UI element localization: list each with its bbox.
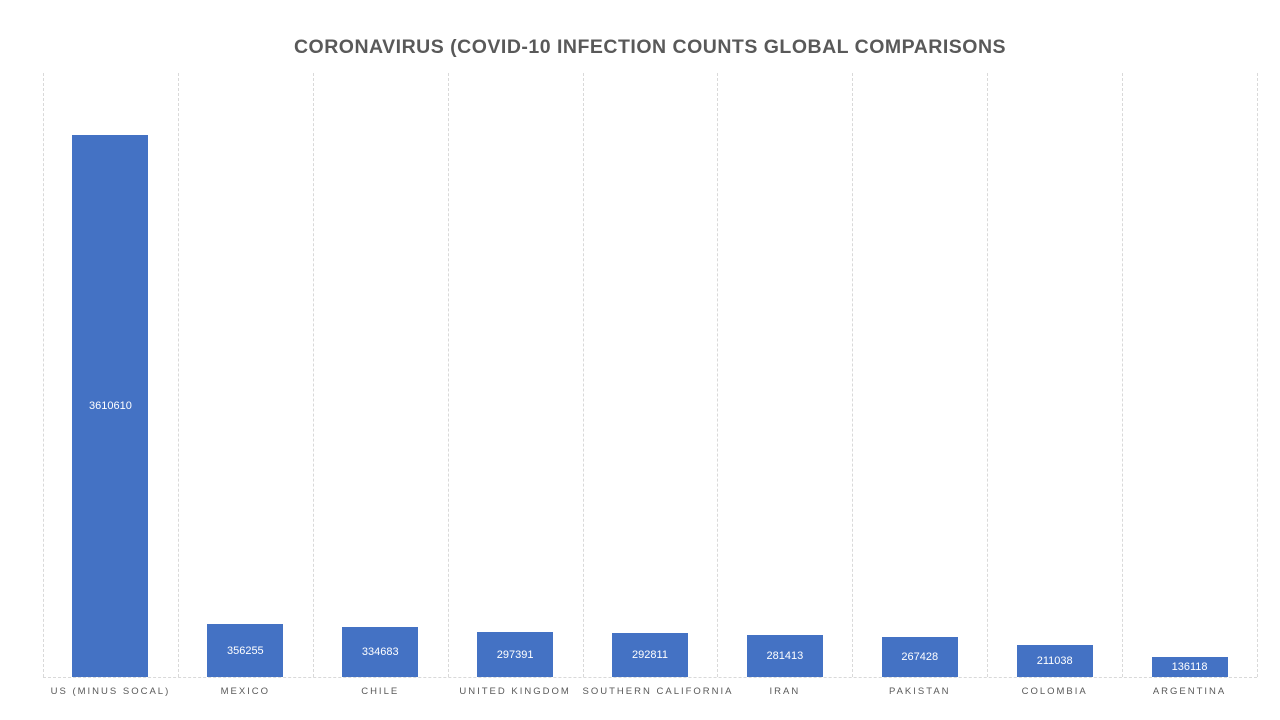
bar: 356255 [207,624,284,677]
gridline [177,73,179,677]
bar: 292811 [612,633,688,677]
bar: 281413 [746,635,823,677]
gridline [717,73,719,677]
plot-area: 3610610 356255 334683 297391 292811 281413 267… [43,73,1258,678]
category-label: MEXICO [220,686,271,697]
category-label: CHILE [361,686,400,697]
bar-value-label: 211038 [1036,655,1073,667]
bar: 334683 [342,627,419,677]
gridline [1257,73,1258,677]
gridline [582,73,584,677]
bar-value-label: 297391 [496,648,534,661]
bar: 267428 [881,637,958,677]
category-label: ARGENTINA [1152,686,1227,697]
category-label: IRAN [769,686,801,697]
gridline [987,73,989,677]
category-label: SOUTHERN CALIFORNIA [582,686,734,697]
gridline [852,73,854,677]
bar-value-label: 334683 [361,646,399,658]
chart-title: CORONAVIRUS (COVID-10 INFECTION COUNTS G… [293,36,1007,58]
bar-value-label: 292811 [632,649,668,661]
category-label: COLOMBIA [1021,686,1088,697]
category-label: US (MINUS SOCAL) [50,686,171,697]
gridline [312,73,314,677]
gridline [447,73,449,677]
bar-value-label: 356255 [226,644,264,657]
bar: 297391 [477,632,554,677]
bar: 3610610 [72,135,149,677]
bar: 136118 [1151,657,1228,677]
category-label: PAKISTAN [888,686,951,697]
bar-value-label: 3610610 [89,400,132,412]
gridline [43,73,44,677]
bar-value-label: 281413 [766,650,804,662]
category-label: UNITED KINGDOM [459,686,571,697]
bar-value-label: 136118 [1171,661,1208,673]
bar-value-label: 267428 [901,651,939,663]
x-axis-labels: US (MINUS SOCAL) MEXICO CHILE UNITED KINGDO… [43,686,1257,702]
bar: 211038 [1016,645,1093,677]
gridline [1122,73,1124,677]
